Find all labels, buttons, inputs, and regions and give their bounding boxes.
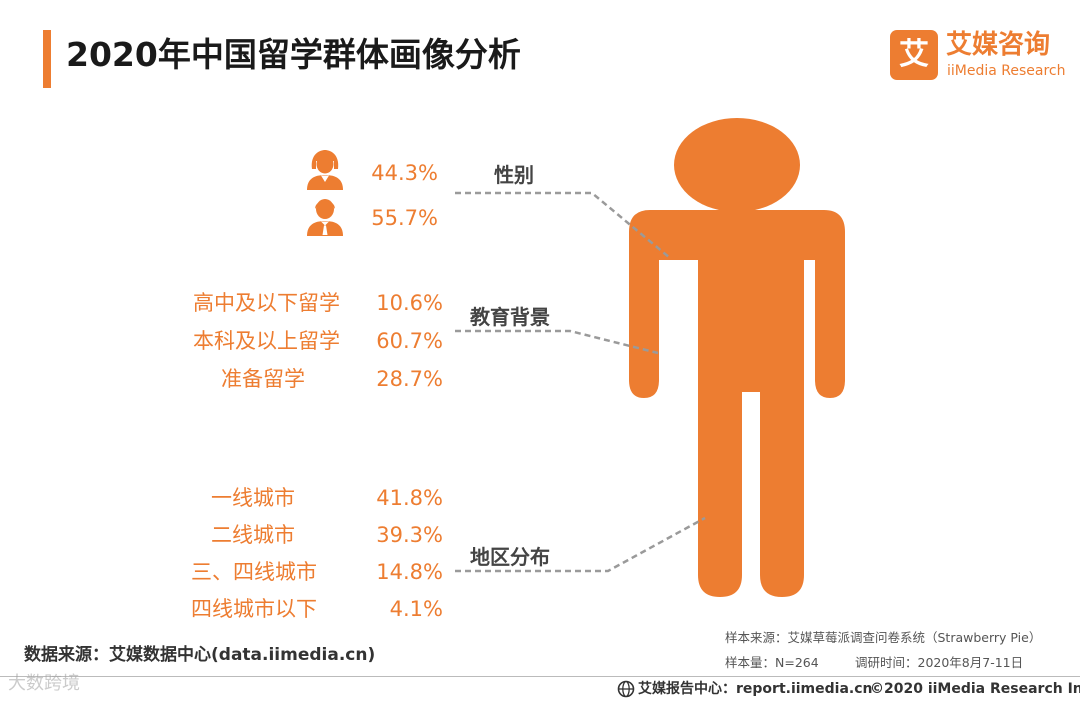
watermark-text: 大数跨境	[8, 673, 80, 694]
education-label: 高中及以下留学	[193, 291, 340, 315]
region-label: 四线城市以下	[191, 597, 317, 621]
region-value: 14.8%	[376, 560, 443, 584]
sample-source: 样本来源：艾媒草莓派调查问卷系统（Strawberry Pie）	[725, 630, 1042, 645]
category-label-education: 教育背景	[470, 305, 550, 329]
sample-size: 样本量：N=264	[725, 655, 819, 670]
female-user-icon	[307, 150, 343, 190]
education-value: 28.7%	[376, 367, 443, 391]
logo-mark-char: 艾	[899, 37, 929, 72]
education-label: 准备留学	[221, 367, 305, 391]
region-value: 4.1%	[389, 597, 443, 621]
region-label: 一线城市	[211, 486, 295, 510]
logo-mark: 艾	[890, 30, 938, 80]
survey-time: 调研时间：2020年8月7-11日	[855, 655, 1024, 670]
education-label: 本科及以上留学	[193, 329, 340, 353]
person-silhouette	[629, 118, 845, 597]
page-title: 2020年中国留学群体画像分析	[66, 35, 521, 74]
region-value: 39.3%	[376, 523, 443, 547]
education-value: 10.6%	[376, 291, 443, 315]
gender-female-value: 44.3%	[371, 161, 438, 185]
region-label: 三、四线城市	[191, 560, 317, 584]
region-label: 二线城市	[211, 523, 295, 547]
title-accent-bar	[43, 30, 51, 88]
brand-logo: 艾 艾媒咨询 iiMedia Research	[890, 30, 1066, 86]
category-label-gender: 性别	[494, 163, 534, 187]
education-value: 60.7%	[376, 329, 443, 353]
logo-name-en: iiMedia Research	[947, 63, 1066, 79]
logo-name-cn: 艾媒咨询	[946, 30, 1051, 60]
footer-divider	[0, 676, 1080, 677]
region-value: 41.8%	[376, 486, 443, 510]
category-label-region: 地区分布	[470, 545, 550, 569]
report-center-link[interactable]: 艾媒报告中心：report.iimedia.cn	[638, 681, 873, 697]
gender-male-value: 55.7%	[371, 206, 438, 230]
data-source: 数据来源：艾媒数据中心(data.iimedia.cn)	[24, 645, 376, 665]
male-user-icon	[307, 199, 343, 236]
copyright-text: ©2020 iiMedia Research Inc	[870, 681, 1080, 697]
globe-icon	[617, 680, 635, 698]
